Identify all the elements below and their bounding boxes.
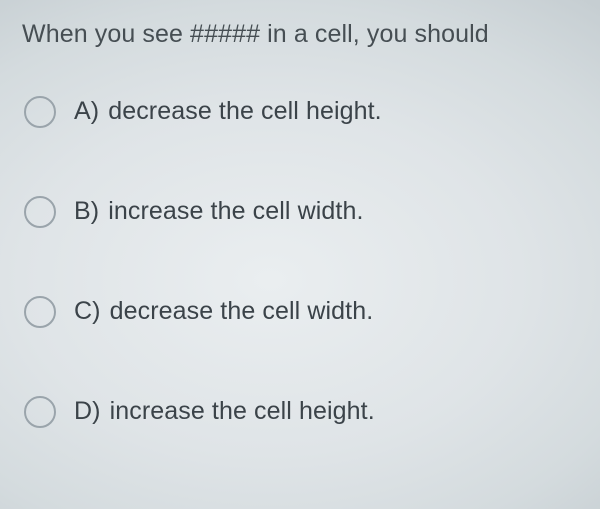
option-label: A) decrease the cell height. bbox=[74, 97, 382, 126]
option-label: B) increase the cell width. bbox=[74, 197, 364, 226]
radio-icon[interactable] bbox=[24, 296, 56, 328]
option-letter: A) bbox=[74, 97, 99, 126]
option-text: decrease the cell width. bbox=[110, 297, 374, 326]
question-text: When you see ##### in a cell, you should bbox=[22, 18, 578, 52]
option-text: increase the cell width. bbox=[108, 197, 363, 226]
option-letter: C) bbox=[74, 297, 101, 326]
radio-icon[interactable] bbox=[24, 96, 56, 128]
option-label: C) decrease the cell width. bbox=[74, 297, 373, 326]
option-a[interactable]: A) decrease the cell height. bbox=[24, 96, 578, 128]
option-letter: B) bbox=[74, 197, 99, 226]
option-label: D) increase the cell height. bbox=[74, 397, 375, 426]
option-b[interactable]: B) increase the cell width. bbox=[24, 196, 578, 228]
option-c[interactable]: C) decrease the cell width. bbox=[24, 296, 578, 328]
quiz-page: When you see ##### in a cell, you should… bbox=[0, 0, 600, 428]
radio-icon[interactable] bbox=[24, 396, 56, 428]
options-list: A) decrease the cell height. B) increase… bbox=[22, 96, 578, 428]
option-letter: D) bbox=[74, 397, 101, 426]
radio-icon[interactable] bbox=[24, 196, 56, 228]
option-text: decrease the cell height. bbox=[108, 97, 382, 126]
option-d[interactable]: D) increase the cell height. bbox=[24, 396, 578, 428]
option-text: increase the cell height. bbox=[110, 397, 375, 426]
